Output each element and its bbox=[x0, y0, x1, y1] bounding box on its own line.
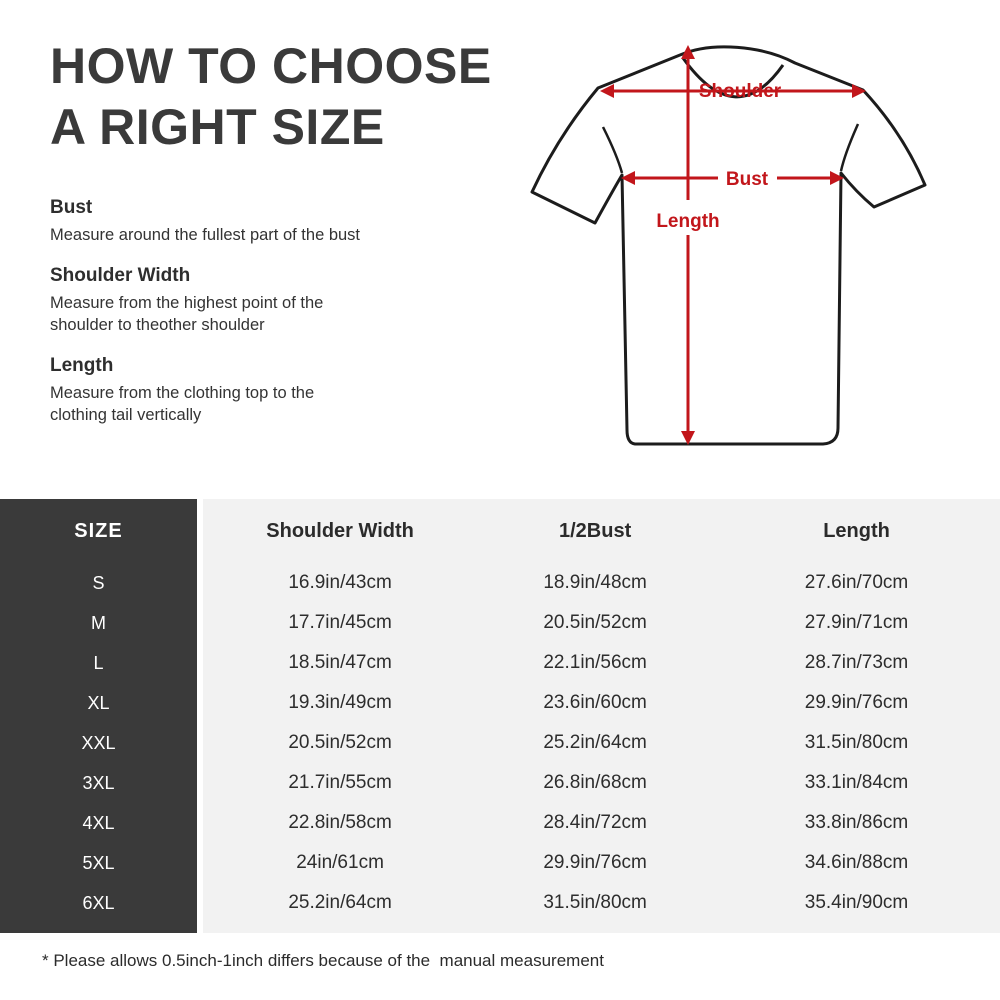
size-label-l: L bbox=[93, 652, 104, 673]
size-column-header: SIZE bbox=[74, 519, 123, 542]
collar bbox=[681, 57, 785, 99]
instruction-shoulder-text: Measure from the highest point of the sho… bbox=[50, 294, 324, 334]
header-half-bust: 1/2Bust bbox=[558, 519, 632, 542]
table-row: 24in/61cm 29.9in/76cm 34.6in/88cm bbox=[296, 852, 909, 873]
measurements-columns: Shoulder Width 1/2Bust Length 16.9in/43c… bbox=[203, 499, 1000, 933]
size-label-xxl: XXL bbox=[81, 732, 116, 753]
table-row: 21.7in/55cm 26.8in/68cm 33.1in/84cm bbox=[288, 772, 909, 793]
table-row: 22.8in/58cm 28.4in/72cm 33.8in/86cm bbox=[288, 812, 909, 833]
page-title-line1: HOW TO CHOOSE bbox=[50, 38, 492, 94]
bust-arrow bbox=[621, 171, 844, 185]
instruction-shoulder-heading: Shoulder Width bbox=[50, 265, 191, 286]
instruction-length: Length Measure from the clothing top to … bbox=[50, 354, 470, 426]
size-label-5xl: 5XL bbox=[82, 852, 115, 873]
instruction-shoulder-width: Shoulder Width Measure from the highest … bbox=[50, 264, 470, 336]
table-row: 16.9in/43cm 18.9in/48cm 27.6in/70cm bbox=[288, 572, 909, 593]
tshirt-diagram: Shoulder Bust Length bbox=[530, 45, 927, 446]
instruction-length-heading: Length bbox=[50, 355, 114, 376]
measurement-disclaimer: * Please allows 0.5inch-1inch differs be… bbox=[42, 951, 604, 970]
size-label-xl: XL bbox=[87, 692, 110, 713]
length-arrow bbox=[681, 45, 695, 445]
instruction-bust-text: Measure around the fullest part of the b… bbox=[50, 226, 361, 244]
table-row: 17.7in/45cm 20.5in/52cm 27.9in/71cm bbox=[288, 612, 909, 633]
length-arrow-label: Length bbox=[656, 211, 719, 232]
left-armhole-seam bbox=[601, 126, 624, 174]
table-row: 25.2in/64cm 31.5in/80cm 35.4in/90cm bbox=[288, 892, 909, 913]
table-row: 18.5in/47cm 22.1in/56cm 28.7in/73cm bbox=[288, 652, 909, 673]
instruction-bust: Bust Measure around the fullest part of … bbox=[50, 196, 470, 246]
size-column: SIZE S M L XL XXL 3XL 4XL 5XL 6XL bbox=[0, 499, 197, 933]
header-length: Length bbox=[823, 519, 890, 542]
page-title-line2: A RIGHT SIZE bbox=[50, 99, 385, 155]
measurement-instructions: Bust Measure around the fullest part of … bbox=[50, 196, 470, 444]
shoulder-arrow-label: Shoulder bbox=[699, 81, 782, 102]
header-shoulder-width: Shoulder Width bbox=[266, 519, 414, 542]
size-label-3xl: 3XL bbox=[82, 772, 115, 793]
bust-arrow-label: Bust bbox=[726, 169, 769, 190]
size-label-s: S bbox=[92, 572, 105, 593]
size-table: SIZE S M L XL XXL 3XL 4XL 5XL 6XL Should… bbox=[0, 499, 1000, 933]
size-label-m: M bbox=[91, 612, 106, 633]
instruction-length-text: Measure from the clothing top to the clot… bbox=[50, 384, 315, 424]
page-title: HOW TO CHOOSE A RIGHT SIZE bbox=[50, 36, 492, 158]
table-row: 19.3in/49cm 23.6in/60cm 29.9in/76cm bbox=[288, 692, 909, 713]
shoulder-arrow bbox=[600, 84, 866, 98]
size-label-4xl: 4XL bbox=[82, 812, 115, 833]
right-armhole-seam bbox=[839, 123, 860, 172]
size-label-6xl: 6XL bbox=[82, 892, 115, 913]
table-header-row: Shoulder Width 1/2Bust Length bbox=[203, 499, 1000, 563]
table-row: 20.5in/52cm 25.2in/64cm 31.5in/80cm bbox=[288, 732, 909, 753]
tshirt-outline bbox=[530, 45, 927, 446]
instruction-bust-heading: Bust bbox=[50, 197, 93, 218]
